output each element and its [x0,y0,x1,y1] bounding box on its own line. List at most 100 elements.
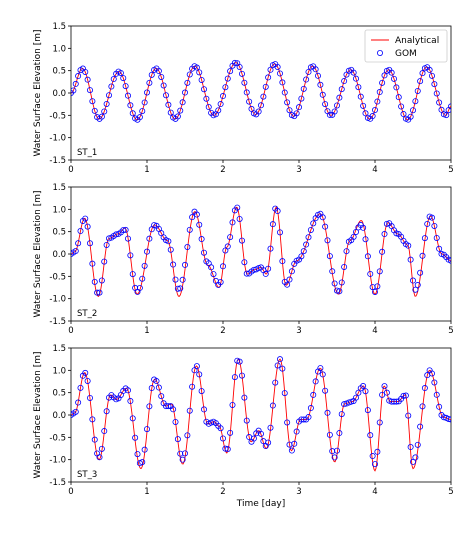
gom-marker [374,448,381,455]
gom-marker [307,226,314,233]
gom-marker [333,102,340,109]
gom-marker [409,458,416,465]
gom-marker [82,68,89,75]
legend-box [364,29,448,63]
gom-marker [433,234,440,241]
gom-marker [103,408,110,415]
gom-marker [274,208,281,215]
gom-marker [428,214,435,221]
gom-marker [101,258,108,265]
gom-marker [238,237,245,244]
gom-marker [217,101,224,108]
gom-marker [412,286,419,293]
gom-marker [184,432,191,439]
gom-marker [407,113,414,120]
gom-marker [276,356,283,363]
gom-marker [348,398,355,405]
gom-marker [298,95,305,102]
gom-marker [127,102,134,109]
gom-marker [246,98,253,105]
gom-marker [428,72,435,79]
gom-marker [433,391,440,398]
gom-marker [322,223,329,230]
gom-marker [333,287,340,294]
gom-marker [186,226,193,233]
gom-marker [319,371,326,378]
gom-marker [174,285,181,292]
gom-marker [393,398,400,405]
gom-marker [355,389,362,396]
gom-marker [298,416,305,423]
gom-marker [310,220,317,227]
gom-marker [98,277,105,284]
gom-marker [300,248,307,255]
gom-marker [338,279,345,286]
gom-marker [71,87,77,94]
gom-marker [224,446,231,453]
gom-marker [127,398,134,405]
gom-marker [269,221,276,228]
gom-marker [352,228,359,235]
x-tick-label: 3 [296,165,301,175]
gom-marker [436,245,443,252]
gom-marker [329,448,336,455]
gom-marker [341,263,348,270]
gom-marker [165,101,172,108]
gom-marker [371,107,378,114]
gom-marker [379,391,386,398]
y-axis-label: Water Surface Elevation [m] [33,29,43,156]
gom-marker [400,111,407,118]
gom-marker [426,66,433,73]
gom-marker [279,365,286,372]
gom-marker [379,79,386,86]
y-tick-label: 1.5 [52,22,66,32]
gom-marker [267,245,274,252]
x-tick-label: 5 [448,326,453,336]
gom-marker [352,75,359,82]
gom-marker [236,215,243,222]
gom-marker [293,428,300,435]
gom-marker [243,417,250,424]
gom-marker [317,365,324,372]
gom-marker [390,75,397,82]
station-label: ST_3 [77,470,97,480]
gom-marker [101,428,108,435]
y-axis-label: Water Surface Elevation [m] [33,351,43,478]
gom-marker [82,215,89,222]
gom-marker [129,271,136,278]
panel-st-3: 0 1 2 3 4 5 1.5 1.0 0.5 0.0 -0.5 -1.0 -1.5 Water Surf… [33,344,454,509]
gom-marker [369,113,376,120]
gom-marker [84,223,91,230]
gom-marker [200,86,207,93]
gom-marker [267,424,274,431]
gom-marker [141,262,148,269]
gom-marker [87,240,94,247]
gom-marker [322,101,329,108]
gom-marker [291,440,298,447]
gom-marker [336,288,343,295]
y-tick-label: -0.5 [49,433,66,443]
gom-marker [298,253,305,260]
gom-marker [153,378,160,385]
gom-marker [98,445,105,452]
gom-marker [189,383,196,390]
gom-marker [122,226,129,233]
gom-marker [319,91,326,98]
gom-marker [319,214,326,221]
gom-marker [324,409,331,416]
gom-marker [248,105,255,112]
gom-marker [179,456,186,463]
gom-marker [407,256,414,263]
gom-marker [428,370,435,377]
gom-marker [196,69,203,76]
gom-marker [98,113,105,120]
y-tick-label: 0.5 [52,389,66,399]
gom-marker [255,108,262,115]
x-tick-label: 5 [448,165,453,175]
y-tick-label: 1.0 [52,205,66,215]
gom-marker [303,76,310,83]
gom-marker [402,392,409,399]
gom-marker [274,362,281,369]
gom-marker [72,408,79,415]
gom-marker [362,388,369,395]
